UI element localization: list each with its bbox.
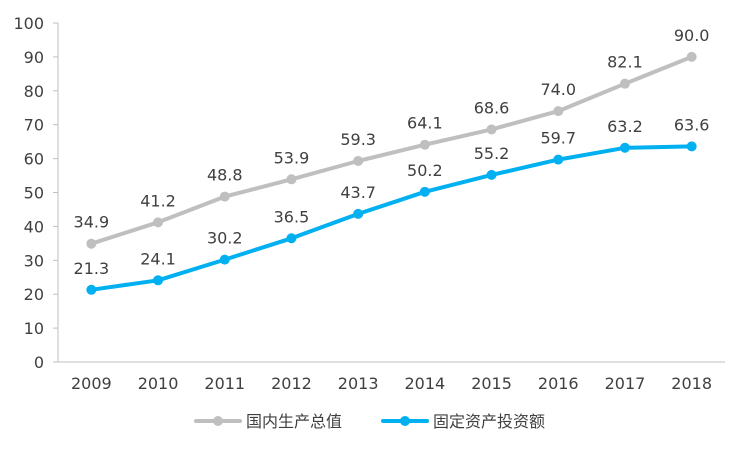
data-label-0: 90.0 <box>674 26 710 45</box>
x-tick-label: 2017 <box>605 374 646 393</box>
y-tick-label: 10 <box>24 319 44 338</box>
data-point-0 <box>686 51 697 62</box>
data-point-1 <box>153 275 164 286</box>
data-point-1 <box>353 208 364 219</box>
data-point-1 <box>86 284 97 295</box>
data-point-1 <box>219 254 230 265</box>
legend-swatch-marker <box>213 416 223 426</box>
legend-swatch-marker <box>400 416 410 426</box>
x-tick-label: 2011 <box>204 374 245 393</box>
data-point-1 <box>619 142 630 153</box>
y-tick-label: 0 <box>34 353 44 372</box>
data-point-0 <box>486 124 497 135</box>
legend-label: 国内生产总值 <box>246 412 342 431</box>
data-point-0 <box>286 174 297 185</box>
data-point-0 <box>153 217 164 228</box>
series-line-0 <box>89 54 694 246</box>
data-label-0: 48.8 <box>207 166 243 185</box>
data-point-1 <box>286 233 297 244</box>
data-label-0: 53.9 <box>274 148 310 167</box>
data-label-0: 59.3 <box>340 130 376 149</box>
y-tick-label: 100 <box>13 14 44 33</box>
data-point-0 <box>86 238 97 249</box>
data-label-1: 43.7 <box>340 183 376 202</box>
y-tick-label: 80 <box>24 82 44 101</box>
data-label-0: 64.1 <box>407 114 443 133</box>
data-label-0: 74.0 <box>540 80 576 99</box>
data-label-1: 63.2 <box>607 117 643 136</box>
data-point-0 <box>553 106 564 117</box>
x-tick-label: 2014 <box>404 374 445 393</box>
data-label-0: 82.1 <box>607 53 643 72</box>
x-tick-labels: 2009 2010 2011 2012 2013 2014 2015 2016 2017 2018 <box>71 374 712 393</box>
y-tick-label: 30 <box>24 251 44 270</box>
data-label-1: 55.2 <box>474 144 510 163</box>
data-label-1: 21.3 <box>74 259 110 278</box>
series-group <box>86 51 697 295</box>
data-point-1 <box>419 186 430 197</box>
y-tick-label: 90 <box>24 48 44 67</box>
data-label-0: 34.9 <box>74 213 110 232</box>
series-line-1 <box>89 144 694 292</box>
data-point-1 <box>553 154 564 165</box>
x-tick-label: 2009 <box>71 374 112 393</box>
y-tick-label: 70 <box>24 116 44 135</box>
legend-label: 固定资产投资额 <box>433 412 545 431</box>
data-label-1: 50.2 <box>407 161 443 180</box>
data-label-1: 24.1 <box>140 249 176 268</box>
data-point-1 <box>686 141 697 152</box>
data-point-1 <box>486 169 497 180</box>
legend: 国内生产总值 固定资产投资额 <box>194 412 545 431</box>
x-tick-label: 2016 <box>538 374 579 393</box>
data-point-0 <box>619 78 630 89</box>
data-label-1: 59.7 <box>540 129 576 148</box>
data-label-0: 41.2 <box>140 191 176 210</box>
data-label-1: 63.6 <box>674 115 710 134</box>
data-point-0 <box>219 191 230 202</box>
data-point-0 <box>353 155 364 166</box>
y-tick-label: 40 <box>24 217 44 236</box>
x-tick-label: 2010 <box>138 374 179 393</box>
x-tick-label: 2018 <box>671 374 712 393</box>
x-tick-label: 2015 <box>471 374 512 393</box>
y-tick-labels: 0 10 20 30 40 50 60 70 80 90 100 <box>13 14 58 372</box>
y-tick-label: 50 <box>24 184 44 203</box>
data-point-0 <box>419 139 430 150</box>
data-label-1: 30.2 <box>207 229 243 248</box>
x-tick-label: 2013 <box>338 374 379 393</box>
data-label-0: 68.6 <box>474 98 510 117</box>
data-labels: 34.9 41.2 48.8 53.9 59.3 64.1 68.6 74.0 82.1 90.0… <box>74 26 710 278</box>
x-tick-label: 2012 <box>271 374 312 393</box>
data-label-1: 36.5 <box>274 207 310 226</box>
y-tick-label: 60 <box>24 150 44 169</box>
y-tick-label: 20 <box>24 285 44 304</box>
